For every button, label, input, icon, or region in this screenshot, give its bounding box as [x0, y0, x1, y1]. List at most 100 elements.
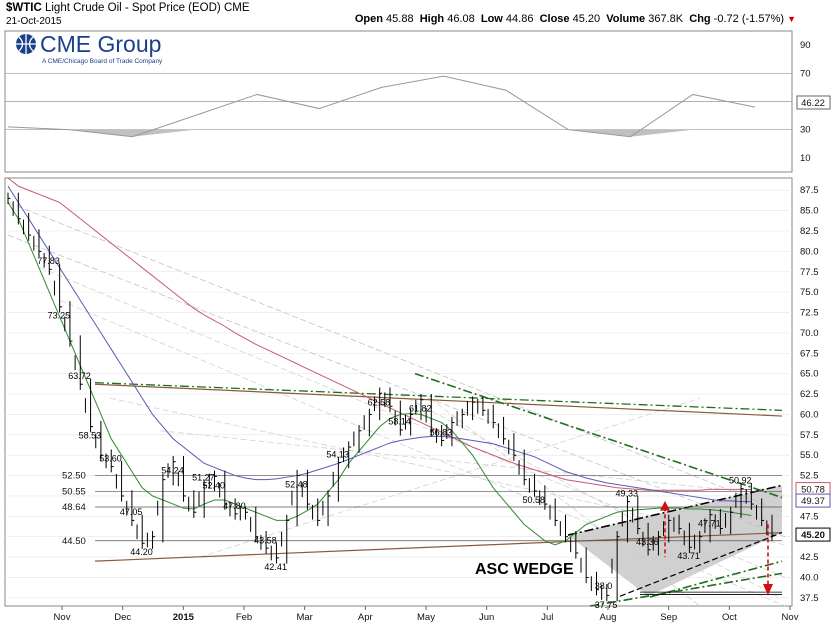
time-axis: Nov Dec 2015 Feb Mar Apr May Jun Jul Aug Sep Oct Nov — [54, 606, 799, 623]
price-tick-label: 67.5 — [800, 348, 819, 359]
wedge-label: ASC WEDGE — [475, 561, 574, 578]
month-label: Aug — [600, 612, 617, 623]
instrument-name: Light Crude Oil - Spot Price (EOD) — [44, 2, 221, 14]
price-annotation: 38.0 — [595, 581, 613, 591]
green-channel-line — [94, 381, 783, 411]
month-label: Oct — [722, 612, 737, 623]
wedge-lower-line — [619, 532, 783, 597]
volume-value: 367.8K — [648, 13, 684, 25]
chg-value: -0.72 (-1.57%) — [713, 13, 785, 25]
close-value: 45.20 — [572, 13, 601, 25]
chg-label: Chg — [689, 13, 711, 25]
fan-line — [7, 234, 786, 538]
high-value: 46.08 — [447, 13, 475, 25]
price-tick-label: 85.0 — [800, 206, 819, 217]
price-tick-label: 47.5 — [800, 511, 819, 522]
fan-line — [429, 397, 701, 607]
ohlc-readout: Open 45.88 High 46.08 Low 44.86 Close 45… — [355, 13, 796, 25]
price-annotation: 44.20 — [130, 547, 153, 557]
month-label: Dec — [114, 612, 131, 623]
price-tick-label: 77.5 — [800, 267, 819, 278]
fan-line — [59, 299, 786, 607]
price-annotation: 62.58 — [368, 397, 391, 407]
fan-line — [7, 202, 786, 513]
month-label: Mar — [296, 612, 312, 623]
price-tick-label: 40.0 — [800, 572, 819, 583]
rsi-last-value: 46.22 — [801, 98, 825, 109]
globe-icon — [16, 34, 36, 54]
price-badge-label: 49.37 — [801, 496, 825, 507]
rsi-last-badge — [796, 95, 831, 110]
price-annotations: 77.83 73.25 63.72 58.53 53.60 54.24 51.2752.40… — [37, 256, 751, 610]
rsi-line — [7, 75, 756, 138]
support-line — [94, 532, 783, 562]
exchange: CME — [223, 2, 250, 14]
green-downtrend-line — [414, 372, 783, 499]
low-label: Low — [480, 13, 503, 25]
price-tick-label: 37.5 — [800, 593, 819, 604]
month-label: Sep — [660, 612, 677, 623]
price-badge — [795, 493, 831, 508]
rsi-tick-label: 70 — [800, 68, 811, 79]
price-badge-label: 45.20 — [801, 530, 825, 541]
price-tick-label: 60.0 — [800, 409, 819, 420]
level-label: 50.55 — [62, 486, 86, 497]
rsi-tick-label: 90 — [800, 40, 811, 51]
price-annotation: 77.83 — [37, 256, 60, 266]
month-label: Jul — [541, 612, 553, 623]
title-line: $WTIC Light Crude Oil - Spot Price (EOD)… — [6, 2, 250, 14]
price-annotation: 58.14 — [388, 417, 411, 427]
price-annotation: 56.83 — [430, 427, 453, 437]
high-label: High — [419, 13, 445, 25]
price-tick-label: 70.0 — [800, 328, 819, 339]
price-tick-label: 57.5 — [800, 430, 819, 441]
green-lower-line — [649, 560, 783, 598]
price-tick-label: 42.5 — [800, 552, 819, 563]
target-arrows — [660, 500, 773, 596]
symbol: $WTIC — [6, 2, 42, 14]
price-bars — [7, 192, 775, 602]
price-annotation: 42.41 — [264, 562, 287, 572]
open-label: Open — [354, 13, 383, 25]
price-tick-label: 80.0 — [800, 246, 819, 257]
price-annotation: 58.53 — [79, 430, 102, 440]
price-axis: 37.540.042.545.047.550.052.555.057.560.0… — [800, 185, 819, 604]
resistance-line — [94, 383, 783, 417]
price-annotation: 51.27 — [192, 473, 215, 483]
price-annotation: 49.33 — [615, 488, 638, 498]
month-label: Feb — [236, 612, 252, 623]
month-label: 2015 — [173, 612, 195, 623]
down-triangle-icon: ▼ — [787, 14, 796, 24]
rsi-tick-label: 10 — [800, 153, 811, 164]
price-tick-label: 62.5 — [800, 389, 819, 400]
month-label: Nov — [54, 612, 71, 623]
price-annotation: 53.60 — [99, 454, 122, 464]
price-annotation: 52.48 — [285, 480, 308, 490]
level-label: 48.64 — [62, 502, 86, 513]
price-tick-label: 65.0 — [800, 369, 819, 380]
down-arrow-icon — [763, 583, 773, 596]
close-label: Close — [539, 13, 570, 25]
month-label: Nov — [782, 612, 799, 623]
price-annotation: 54.13 — [326, 449, 349, 459]
price-annotation: 43.71 — [677, 551, 700, 561]
trendlines — [7, 202, 786, 607]
price-tick-label: 72.5 — [800, 308, 819, 319]
price-gridlines — [5, 189, 792, 599]
month-label: Apr — [358, 612, 373, 623]
price-annotation: 47.05 — [120, 507, 143, 517]
cme-logo: CME Group A CME/Chicago Board of Trade C… — [16, 31, 163, 65]
price-badge — [795, 527, 831, 542]
month-label: May — [417, 612, 435, 623]
up-arrow-icon — [660, 500, 670, 511]
price-annotation: 50.58 — [523, 495, 546, 505]
price-tick-label: 75.0 — [800, 287, 819, 298]
rsi-tick-label: 30 — [800, 125, 811, 136]
volume-label: Volume — [606, 13, 646, 25]
price-annotation: 50.92 — [729, 475, 752, 485]
price-tick-label: 82.5 — [800, 226, 819, 237]
fan-line — [199, 397, 701, 558]
chart-header: $WTIC Light Crude Oil - Spot Price (EOD)… — [0, 0, 832, 30]
